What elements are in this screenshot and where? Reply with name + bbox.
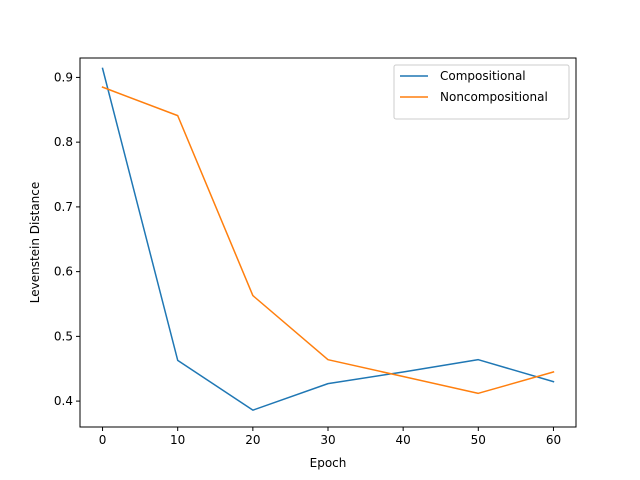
x-tick-label: 60 <box>546 433 561 447</box>
y-tick-label: 0.6 <box>54 265 73 279</box>
x-tick-label: 20 <box>245 433 260 447</box>
series-layer <box>101 67 555 411</box>
x-tick-label: 40 <box>396 433 411 447</box>
y-tick-label: 0.4 <box>54 394 73 408</box>
legend-label: Compositional <box>440 69 526 83</box>
x-tick-label: 0 <box>99 433 107 447</box>
legend-box <box>393 64 570 120</box>
y-tick-label: 0.8 <box>54 135 73 149</box>
y-tick-label: 0.7 <box>54 200 73 214</box>
legend: Compositional Noncompositional <box>393 64 570 120</box>
x-tick-label: 50 <box>471 433 486 447</box>
y-axis-title: Levenstein Distance <box>28 182 42 304</box>
series-line <box>101 67 555 411</box>
y-tick-label: 0.9 <box>54 70 73 84</box>
x-axis: 0 10 20 30 40 50 60 <box>99 427 561 447</box>
x-tick-label: 30 <box>320 433 335 447</box>
legend-label: Noncompositional <box>440 90 548 104</box>
series-line <box>101 86 555 395</box>
y-axis: 0.4 0.5 0.6 0.7 0.8 0.9 <box>54 70 80 408</box>
y-tick-label: 0.5 <box>54 329 73 343</box>
x-axis-title: Epoch <box>310 456 347 470</box>
x-tick-label: 10 <box>170 433 185 447</box>
